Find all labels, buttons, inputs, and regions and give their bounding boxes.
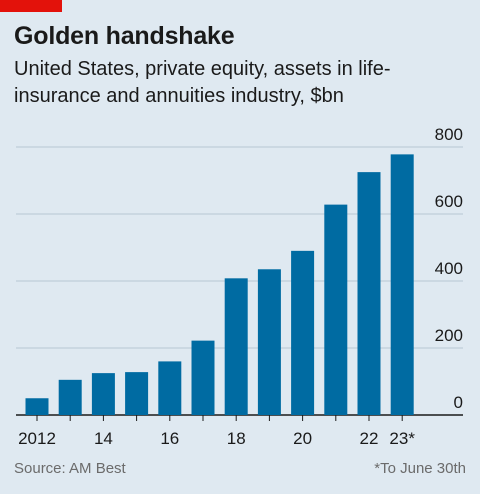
brand-tag: [0, 0, 62, 12]
bar-2014: [91, 373, 115, 415]
y-tick-label: 400: [435, 259, 463, 278]
source-note: Source: AM Best: [14, 460, 126, 477]
y-tick-labels: 0 200 400 600 800: [435, 125, 463, 412]
chart-title: Golden handshake: [14, 22, 235, 50]
x-tick-label: 16: [160, 429, 179, 448]
y-tick-label: 0: [454, 393, 463, 412]
bar-2022: [357, 172, 381, 415]
bar-2021: [324, 204, 348, 415]
bars: [25, 154, 414, 415]
bar-2023*: [390, 154, 414, 415]
y-tick-label: 200: [435, 326, 463, 345]
bar-2020: [291, 250, 315, 415]
y-tick-label: 800: [435, 125, 463, 144]
y-tick-label: 600: [435, 192, 463, 211]
x-tick-label: 20: [293, 429, 312, 448]
x-tick-label: 2012: [18, 429, 56, 448]
x-tick-label: 22: [360, 429, 379, 448]
bar-2015: [125, 372, 149, 415]
x-tick-label: 14: [94, 429, 113, 448]
x-tick-label: 23*: [389, 429, 415, 448]
bar-2019: [257, 269, 281, 415]
x-tick-label: 18: [227, 429, 246, 448]
bar-2013: [58, 379, 82, 415]
chart-subtitle: United States, private equity, assets in…: [14, 58, 391, 107]
bar-2012: [25, 398, 49, 415]
bar-2016: [158, 361, 182, 415]
bar-2018: [224, 278, 248, 415]
footnote: *To June 30th: [374, 460, 466, 477]
bar-2017: [191, 340, 215, 415]
x-tick-labels: 2012 14 16 18 20 22 23*: [18, 415, 415, 448]
